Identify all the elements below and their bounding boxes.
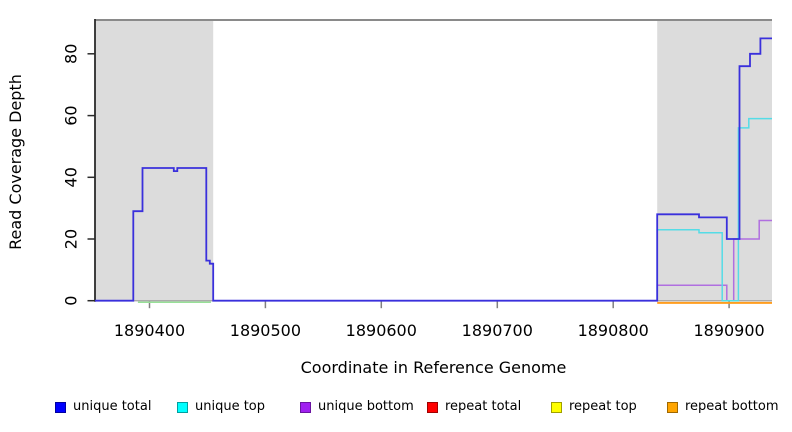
legend-label: unique top — [195, 399, 266, 414]
shaded-region — [657, 20, 772, 302]
y-tick-label: 60 — [62, 105, 81, 125]
legend-label: repeat bottom — [685, 399, 779, 414]
legend-item-unique-bottom: unique bottom — [300, 399, 414, 415]
legend-swatch — [177, 401, 188, 413]
legend-label: unique bottom — [318, 399, 414, 414]
legend-swatch — [55, 401, 66, 413]
shaded-region — [95, 20, 214, 302]
legend-item-unique-total: unique total — [55, 399, 151, 415]
x-tick-label: 1890500 — [230, 321, 301, 340]
legend-item-repeat-top: repeat top — [551, 399, 637, 415]
x-tick-label: 1890600 — [346, 321, 417, 340]
x-tick-label: 1890800 — [578, 321, 649, 340]
series-unique-total — [95, 37, 772, 302]
legend-label: repeat total — [445, 399, 522, 414]
y-tick-label: 40 — [62, 167, 81, 187]
legend-item-repeat-bottom: repeat bottom — [667, 399, 779, 415]
coverage-chart: 1890400 1890500 1890600 1890700 1890800 18909… — [62, 19, 772, 340]
legend-swatch — [667, 401, 678, 413]
legend-label: repeat top — [569, 399, 637, 414]
x-tick-label: 1890700 — [462, 321, 533, 340]
y-axis-title: Read Coverage Depth — [6, 74, 25, 250]
x-axis-title: Coordinate in Reference Genome — [300, 358, 567, 377]
y-tick-label: 0 — [62, 296, 81, 306]
legend-swatch — [427, 401, 438, 413]
x-tick-label: 1890900 — [693, 321, 764, 340]
legend-item-unique-top: unique top — [177, 399, 265, 415]
series-unique-top — [656, 117, 772, 302]
legend-swatch — [551, 401, 562, 413]
legend-swatch — [300, 401, 311, 413]
legend-item-repeat-total: repeat total — [427, 399, 521, 415]
y-tick-label: 20 — [62, 229, 81, 249]
y-tick-label: 80 — [62, 44, 81, 64]
legend: unique total unique top unique bottom re… — [0, 399, 792, 417]
x-tick-label: 1890400 — [114, 321, 185, 340]
legend-label: unique total — [73, 399, 152, 414]
